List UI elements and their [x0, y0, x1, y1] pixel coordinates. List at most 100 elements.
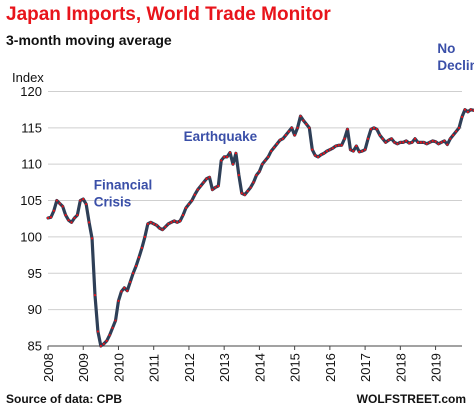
data-point: [272, 146, 276, 149]
data-point: [428, 141, 431, 144]
data-point: [134, 264, 138, 268]
data-point: [340, 144, 343, 147]
annotation-2: No Decline: [437, 41, 474, 73]
data-point: [193, 193, 196, 196]
source-note: Source of data: CPB: [6, 392, 123, 406]
data-point: [46, 216, 50, 220]
y-tick-label-115: 115: [21, 120, 42, 135]
data-point: [240, 192, 243, 195]
data-point: [132, 272, 135, 275]
y-tick-label-90: 90: [28, 302, 42, 317]
data-point: [88, 221, 91, 224]
data-point: [410, 141, 414, 144]
data-point: [317, 155, 320, 159]
data-point: [117, 299, 120, 303]
annotation-line: Earthquake: [184, 129, 258, 144]
data-point: [79, 199, 82, 202]
annotation-1: Earthquake: [184, 129, 258, 144]
data-point: [246, 189, 249, 193]
x-tick-label-2011: 2011: [147, 354, 162, 382]
data-point: [261, 163, 264, 166]
data-point: [369, 128, 373, 131]
data-point: [129, 280, 132, 284]
data-point: [67, 219, 70, 222]
annotation-line: Crisis: [94, 195, 132, 210]
data-point: [70, 221, 73, 224]
data-point: [220, 159, 223, 162]
data-point: [413, 137, 417, 140]
data-point: [275, 142, 279, 145]
data-point: [208, 176, 211, 179]
x-tick-label-2009: 2009: [76, 353, 91, 382]
data-point: [64, 213, 67, 217]
data-point: [158, 227, 161, 230]
data-point: [372, 126, 376, 129]
data-point: [211, 188, 214, 191]
data-point: [85, 203, 88, 206]
data-point: [419, 141, 422, 144]
data-point: [199, 184, 202, 188]
data-point: [196, 188, 199, 191]
x-tick-label-2017: 2017: [358, 353, 373, 382]
series-imports: [46, 108, 474, 348]
data-point: [179, 219, 182, 223]
data-point: [237, 173, 240, 177]
data-point: [231, 163, 235, 166]
annotation-line: No: [437, 41, 455, 56]
data-point: [431, 139, 434, 143]
data-point: [82, 197, 85, 201]
data-point: [267, 155, 270, 159]
data-point: [322, 152, 326, 155]
data-point: [217, 184, 220, 188]
data-point: [140, 246, 144, 249]
data-point: [143, 235, 146, 239]
data-point: [440, 141, 443, 144]
x-tick-label-2015: 2015: [288, 353, 303, 382]
data-point: [366, 137, 370, 140]
data-point: [61, 205, 64, 208]
data-point: [346, 128, 349, 131]
data-point: [361, 149, 364, 153]
data-point: [123, 286, 126, 289]
data-point: [293, 133, 296, 137]
data-point: [375, 128, 378, 131]
data-point: [223, 155, 226, 159]
data-point: [187, 203, 191, 206]
data-point: [296, 126, 299, 129]
data-point: [384, 141, 387, 144]
data-point: [299, 115, 302, 118]
data-point: [378, 133, 381, 137]
data-point: [214, 186, 217, 189]
chart-title: Japan Imports, World Trade Monitor: [6, 4, 331, 25]
data-point: [226, 155, 229, 159]
data-point: [311, 148, 314, 151]
data-point: [364, 148, 367, 151]
data-point: [164, 225, 167, 228]
data-point: [146, 222, 149, 225]
data-point: [460, 115, 464, 119]
data-point: [181, 213, 185, 217]
data-point: [120, 290, 123, 293]
data-point: [457, 126, 461, 129]
x-tick-label-2018: 2018: [393, 353, 408, 382]
data-point: [243, 193, 246, 196]
data-point: [425, 142, 428, 145]
data-point: [234, 152, 238, 155]
data-point: [73, 216, 76, 220]
y-tick-label-110: 110: [21, 157, 42, 172]
x-tick-label-2019: 2019: [429, 353, 444, 382]
data-point: [314, 154, 317, 157]
data-point: [167, 222, 170, 225]
data-point: [416, 141, 420, 144]
data-point: [270, 149, 273, 153]
data-point: [202, 181, 205, 184]
data-point: [358, 150, 361, 153]
data-point: [258, 170, 261, 173]
annotation-line: Decline: [437, 58, 474, 73]
x-tick-label-2008: 2008: [41, 353, 56, 382]
data-point: [228, 151, 232, 154]
data-point: [452, 133, 455, 137]
data-point: [337, 144, 340, 147]
x-tick-label-2016: 2016: [323, 353, 338, 382]
